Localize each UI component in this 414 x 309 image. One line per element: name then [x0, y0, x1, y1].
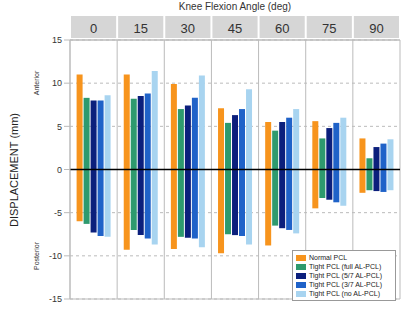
- svg-text:15: 15: [52, 35, 62, 45]
- html-text:Tight PCL (no AL-PCL): Tight PCL (no AL-PCL): [309, 290, 381, 297]
- svg-text:60: 60: [275, 21, 289, 36]
- html-text:Tight PCL (3/7 AL-PCL): Tight PCL (3/7 AL-PCL): [309, 281, 382, 288]
- svg-text:5: 5: [57, 122, 62, 132]
- svg-text:75: 75: [322, 21, 336, 36]
- svg-text:0: 0: [90, 21, 97, 36]
- html-text:Anterior: Anterior: [32, 70, 40, 96]
- svg-text:15: 15: [133, 21, 147, 36]
- svg-text:45: 45: [228, 21, 242, 36]
- svg-text:30: 30: [181, 21, 195, 36]
- svg-text:0: 0: [57, 165, 62, 175]
- svg-text:-15: -15: [49, 294, 62, 304]
- html-text:Tight PCL (5/7 AL-PCL): Tight PCL (5/7 AL-PCL): [309, 272, 382, 279]
- svg-text:10: 10: [52, 78, 62, 88]
- svg-text:90: 90: [369, 21, 383, 36]
- svg-text:-5: -5: [54, 208, 62, 218]
- html-text:Posterior: Posterior: [32, 241, 40, 270]
- html-text:Tight PCL (full AL-PCL): Tight PCL (full AL-PCL): [309, 263, 382, 270]
- svg-text:-10: -10: [49, 251, 62, 261]
- html-text:Knee Flexion Angle (deg): Knee Flexion Angle (deg): [178, 1, 292, 12]
- html-text:DISPLACEMENT (mm): DISPLACEMENT (mm): [8, 112, 20, 227]
- html-text:Normal PCL: Normal PCL: [309, 254, 348, 261]
